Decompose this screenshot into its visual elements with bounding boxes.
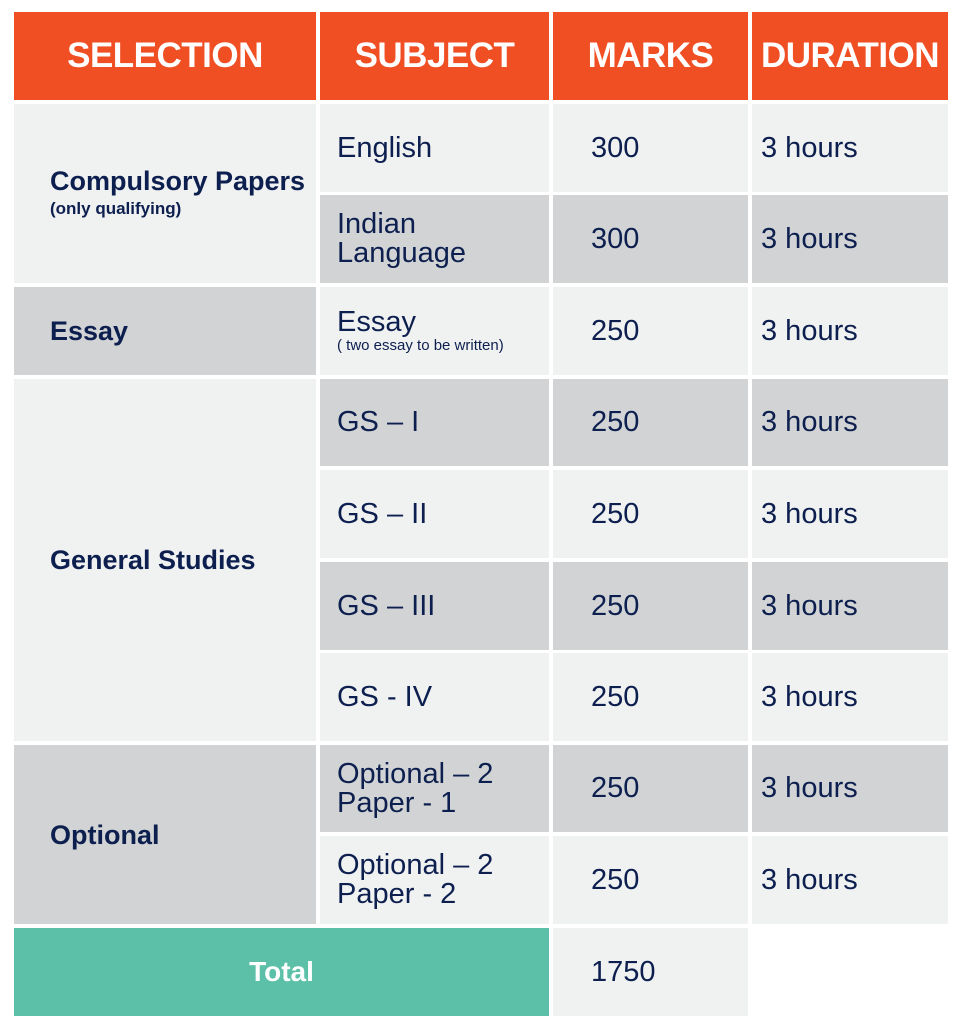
selection-label: Optional xyxy=(50,819,160,850)
header-subject: SUBJECT xyxy=(320,12,549,100)
subject-label: GS – I xyxy=(337,406,420,438)
marks-cell: 250 xyxy=(553,379,748,466)
selection-group: Essay xyxy=(14,287,316,375)
selection-note: (only qualifying) xyxy=(50,198,182,218)
duration-value: 3 hours xyxy=(761,406,858,438)
duration-value: 3 hours xyxy=(761,863,858,896)
duration-cell: 3 hours xyxy=(752,379,948,466)
subject-cell: GS – II xyxy=(320,470,549,558)
subject-cell: GS – III xyxy=(320,562,549,650)
header-selection: SELECTION xyxy=(14,12,316,100)
marks-cell: 300 xyxy=(553,195,748,283)
header-duration: DURATION xyxy=(752,12,948,100)
selection-label: Essay xyxy=(50,316,129,346)
duration-value: 3 hours xyxy=(761,589,858,622)
selection-group: Compulsory Papers (only qualifying) xyxy=(14,104,316,283)
subject-cell: Optional – 2 Paper - 2 xyxy=(320,836,549,924)
duration-cell: 3 hours xyxy=(752,104,948,192)
duration-cell: 3 hours xyxy=(752,836,948,924)
subject-label: Essay xyxy=(337,305,416,338)
marks-value: 250 xyxy=(591,406,640,438)
subject-cell: GS – I xyxy=(320,379,549,466)
marks-cell: 300 xyxy=(553,104,748,192)
duration-value: 3 hours xyxy=(761,314,858,347)
duration-value: 3 hours xyxy=(761,222,858,255)
marks-value: 250 xyxy=(591,314,640,347)
subject-cell: English xyxy=(320,104,549,192)
subject-label: Indian Language xyxy=(337,208,467,269)
marks-value: 250 xyxy=(591,497,640,530)
duration-value: 3 hours xyxy=(761,131,858,164)
selection-label: Compulsory Papers xyxy=(50,165,306,196)
header-subject-label: SUBJECT xyxy=(354,36,515,75)
subject-cell: Optional – 2 Paper - 1 xyxy=(320,745,549,832)
marks-cell: 250 xyxy=(553,287,748,375)
duration-cell: 3 hours xyxy=(752,745,948,832)
subject-label: GS – II xyxy=(337,497,428,530)
selection-label: General Studies xyxy=(50,545,256,575)
marks-cell: 250 xyxy=(553,836,748,924)
selection-group: General Studies xyxy=(14,379,316,741)
duration-cell: 3 hours xyxy=(752,195,948,283)
subject-label: GS – III xyxy=(337,589,436,622)
subject-label: GS - IV xyxy=(337,680,433,713)
duration-cell: 3 hours xyxy=(752,562,948,650)
marks-value: 250 xyxy=(591,772,640,804)
header-marks: MARKS xyxy=(553,12,748,100)
header-selection-label: SELECTION xyxy=(67,36,263,75)
subject-label: Optional – 2 Paper - 2 xyxy=(337,849,494,910)
marks-value: 300 xyxy=(591,131,640,164)
subject-label: English xyxy=(337,131,433,164)
total-label-cell: Total xyxy=(14,928,549,1016)
marks-value: 250 xyxy=(591,589,640,622)
duration-cell: 3 hours xyxy=(752,653,948,741)
marks-value: 250 xyxy=(591,680,640,713)
total-marks-cell: 1750 xyxy=(553,928,748,1016)
duration-value: 3 hours xyxy=(761,680,858,713)
duration-cell: 3 hours xyxy=(752,470,948,558)
marks-cell: 250 xyxy=(553,562,748,650)
header-duration-label: DURATION xyxy=(760,36,940,75)
subject-cell: Essay( two essay to be written) xyxy=(320,287,549,375)
selection-group: Optional xyxy=(14,745,316,924)
subject-cell: Indian Language xyxy=(320,195,549,283)
total-label: Total xyxy=(249,956,314,987)
header-marks-label: MARKS xyxy=(587,36,714,75)
duration-value: 3 hours xyxy=(761,497,858,530)
marks-cell: 250 xyxy=(553,470,748,558)
marks-cell: 250 xyxy=(553,653,748,741)
duration-value: 3 hours xyxy=(761,772,858,804)
subject-label: Optional – 2 Paper - 1 xyxy=(337,757,494,819)
subject-note: ( two essay to be written) xyxy=(337,336,504,354)
total-marks-value: 1750 xyxy=(591,955,656,988)
marks-value: 250 xyxy=(591,863,640,896)
subject-cell: GS - IV xyxy=(320,653,549,741)
marks-cell: 250 xyxy=(553,745,748,832)
marks-value: 300 xyxy=(591,222,640,255)
duration-cell: 3 hours xyxy=(752,287,948,375)
